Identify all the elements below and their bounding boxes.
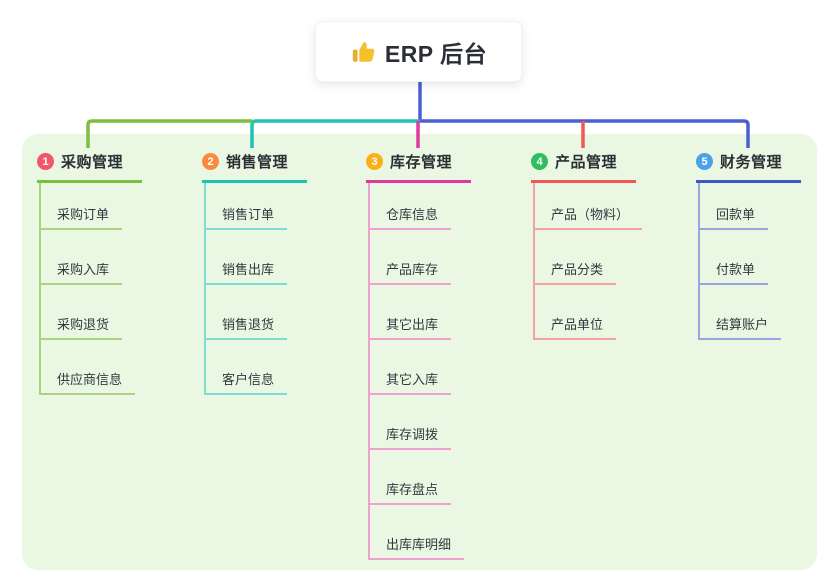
- child-node-label: 客户信息: [222, 372, 275, 387]
- branch-1: 1 采购管理采购订单采购入库采购退货供应商信息: [37, 151, 142, 395]
- child-node-label: 付款单: [716, 262, 756, 277]
- child-node[interactable]: 采购退货: [41, 285, 123, 340]
- branch-4: 4 产品管理产品（物料） 产品分类产品单位: [531, 151, 643, 340]
- child-node-label: 销售退货: [222, 317, 275, 332]
- child-node[interactable]: 销售订单: [206, 183, 288, 230]
- root-label: ERP 后台: [384, 40, 488, 67]
- child-node[interactable]: 销售退货: [206, 285, 288, 340]
- branch-label: 销售管理: [226, 154, 289, 171]
- child-node-label: 销售订单: [222, 207, 275, 222]
- child-node[interactable]: 回款单: [700, 183, 769, 230]
- child-node-label: 仓库信息: [386, 207, 439, 222]
- thumbs-up-icon: [350, 39, 376, 65]
- branch-5: 5 财务管理回款单付款单结算账户: [696, 151, 801, 340]
- child-node[interactable]: 仓库信息: [370, 183, 452, 230]
- child-node-label: 出库库明细: [386, 537, 452, 552]
- branch-label: 库存管理: [390, 154, 453, 171]
- branch-header[interactable]: 5 财务管理: [696, 151, 801, 183]
- child-node-label: 回款单: [716, 207, 756, 222]
- background-panel: [22, 134, 817, 570]
- branch-label: 采购管理: [61, 154, 124, 171]
- child-node-label: 产品分类: [551, 262, 604, 277]
- child-node[interactable]: 客户信息: [206, 340, 288, 395]
- branch-label: 产品管理: [555, 154, 618, 171]
- branch-2: 2 销售管理销售订单销售出库销售退货客户信息: [202, 151, 307, 395]
- child-node-label: 采购退货: [57, 317, 110, 332]
- branch-index-badge: 2: [202, 153, 219, 170]
- child-node[interactable]: 产品库存: [370, 230, 452, 285]
- branch-header[interactable]: 2 销售管理: [202, 151, 307, 183]
- child-node-label: 产品（物料）: [551, 207, 630, 222]
- child-node-label: 其它入库: [386, 372, 439, 387]
- child-node-label: 供应商信息: [57, 372, 123, 387]
- child-node[interactable]: 库存调拨: [370, 395, 452, 450]
- thumbs-up-cuff: [352, 49, 358, 62]
- branch-index-badge: 5: [696, 153, 713, 170]
- child-node-label: 产品库存: [386, 262, 439, 277]
- child-node-label: 结算账户: [716, 317, 769, 332]
- child-node[interactable]: 库存盘点: [370, 450, 452, 505]
- child-node-label: 销售出库: [222, 262, 275, 277]
- child-node-label: 采购订单: [57, 207, 110, 222]
- branch-header[interactable]: 3 库存管理: [366, 151, 471, 183]
- branch-index-badge: 1: [37, 153, 54, 170]
- child-node[interactable]: 产品单位: [535, 285, 617, 340]
- child-node[interactable]: 产品分类: [535, 230, 617, 285]
- branch-children: 回款单付款单结算账户: [698, 183, 782, 340]
- branch-index-badge: 4: [531, 153, 548, 170]
- child-node[interactable]: 采购订单: [41, 183, 123, 230]
- branch-3: 3 库存管理仓库信息产品库存其它出库其它入库库存调拨库存盘点出库库明细: [366, 151, 471, 560]
- child-node[interactable]: 其它出库: [370, 285, 452, 340]
- branch-header[interactable]: 1 采购管理: [37, 151, 142, 183]
- branch-children: 采购订单采购入库采购退货供应商信息: [39, 183, 136, 395]
- child-node-label: 库存调拨: [386, 427, 439, 442]
- branch-label: 财务管理: [720, 154, 783, 171]
- child-node-label: 其它出库: [386, 317, 439, 332]
- child-node-label: 库存盘点: [386, 482, 439, 497]
- child-node-label: 产品单位: [551, 317, 604, 332]
- branch-index-badge: 3: [366, 153, 383, 170]
- child-node[interactable]: 产品（物料）: [535, 183, 643, 230]
- branch-children: 销售订单销售出库销售退货客户信息: [204, 183, 288, 395]
- child-node[interactable]: 结算账户: [700, 285, 782, 340]
- child-node-label: 采购入库: [57, 262, 110, 277]
- child-node[interactable]: 付款单: [700, 230, 769, 285]
- child-node[interactable]: 出库库明细: [370, 505, 465, 560]
- child-node[interactable]: 其它入库: [370, 340, 452, 395]
- thumbs-up-hand: [359, 41, 375, 62]
- branch-header[interactable]: 4 产品管理: [531, 151, 636, 183]
- branch-children: 仓库信息产品库存其它出库其它入库库存调拨库存盘点出库库明细: [368, 183, 465, 560]
- child-node[interactable]: 销售出库: [206, 230, 288, 285]
- branch-children: 产品（物料） 产品分类产品单位: [533, 183, 643, 340]
- child-node[interactable]: 采购入库: [41, 230, 123, 285]
- child-node[interactable]: 供应商信息: [41, 340, 136, 395]
- root-node[interactable]: ERP 后台: [315, 21, 522, 82]
